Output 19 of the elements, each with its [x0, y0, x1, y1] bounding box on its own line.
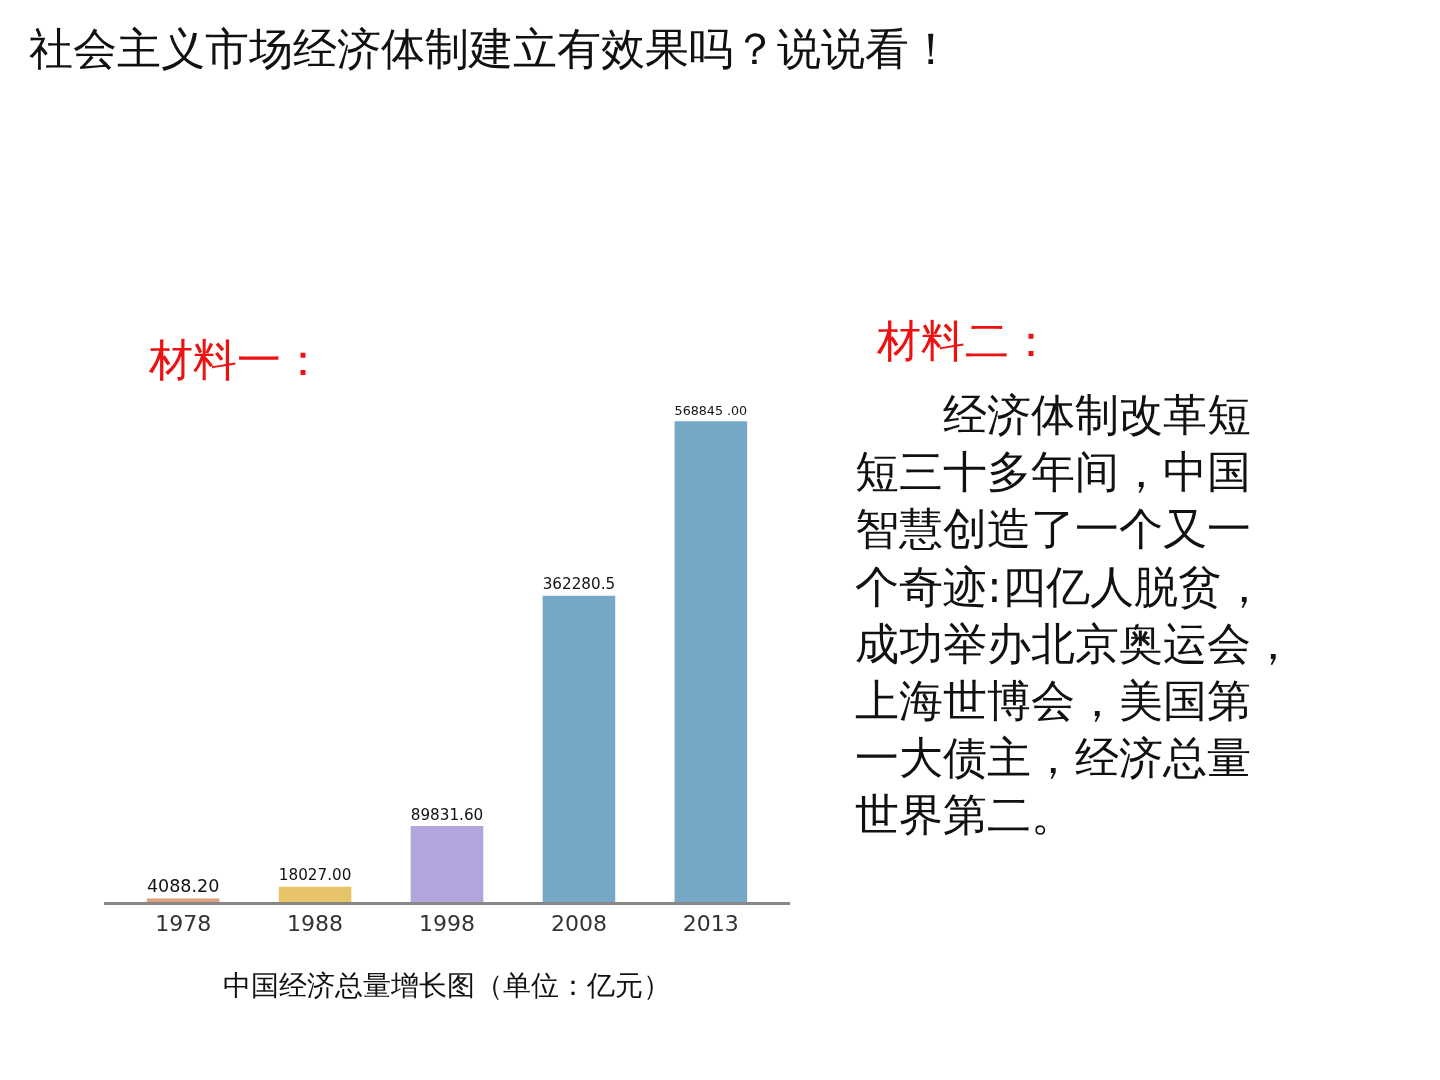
- bar: [674, 421, 748, 902]
- bar: [278, 886, 352, 902]
- x-tick-label: 2013: [682, 911, 739, 937]
- data-label: 4088.20: [146, 875, 220, 896]
- x-tick-label: 1988: [287, 911, 344, 937]
- x-axis-title: 中国经济总量增长图（单位：亿元）: [223, 968, 671, 1002]
- bar: [410, 826, 484, 902]
- x-tick-label: 1998: [419, 911, 475, 937]
- data-label: 568845 .00: [674, 403, 748, 419]
- data-label: 18027.00: [278, 866, 352, 885]
- x-tick-label: 2008: [550, 911, 607, 937]
- chart-title: 社会主义市场经济体制建立有效果吗？说说看！: [28, 23, 953, 74]
- text: 经济体制改革短短三十多年间，中国智慧创造了一个又一个奇迹:四亿人脱贫，成功举办北京奥运会，上海世博会，美国第一大债主，经济总量世界第二。: [855, 389, 1295, 841]
- data-label: 89831.60: [410, 805, 484, 824]
- data-label: 362280.5: [542, 575, 616, 594]
- text: 材料一：: [148, 334, 325, 385]
- bar: [542, 595, 616, 902]
- text: 材料二：: [876, 315, 1053, 366]
- x-tick-label: 1978: [155, 911, 212, 937]
